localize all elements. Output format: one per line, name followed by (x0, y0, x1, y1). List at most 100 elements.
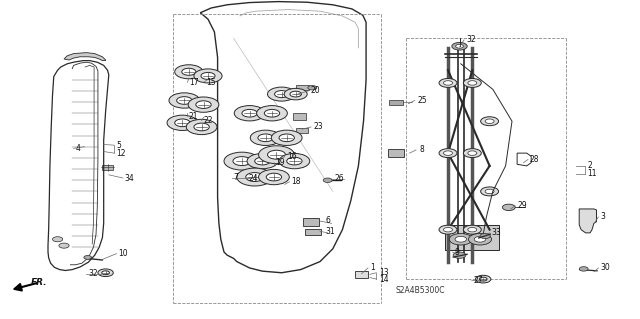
Circle shape (481, 117, 499, 126)
Text: 13: 13 (379, 268, 388, 277)
Circle shape (246, 173, 264, 182)
Circle shape (468, 151, 477, 155)
Polygon shape (579, 209, 596, 233)
Text: 26: 26 (334, 174, 344, 183)
Circle shape (259, 146, 294, 164)
Circle shape (266, 173, 282, 181)
Circle shape (485, 189, 494, 194)
Circle shape (257, 106, 287, 121)
Text: 18: 18 (291, 177, 301, 186)
Circle shape (284, 88, 307, 100)
Circle shape (463, 78, 481, 87)
Bar (303, 218, 319, 226)
Bar (293, 113, 306, 120)
Text: 28: 28 (530, 155, 540, 164)
Text: 3: 3 (600, 212, 605, 221)
Bar (389, 100, 403, 105)
Circle shape (439, 225, 457, 234)
Circle shape (52, 237, 63, 242)
Text: 16: 16 (287, 152, 296, 161)
Text: 31: 31 (325, 227, 335, 236)
Text: 20: 20 (310, 86, 320, 95)
Text: 5: 5 (116, 141, 122, 150)
Text: 29: 29 (517, 201, 527, 210)
Circle shape (481, 187, 499, 196)
Circle shape (468, 227, 477, 232)
Text: 2: 2 (588, 161, 592, 170)
Polygon shape (64, 53, 106, 61)
Circle shape (169, 93, 200, 108)
Circle shape (258, 134, 273, 142)
Circle shape (275, 91, 289, 98)
Circle shape (167, 115, 198, 130)
Circle shape (279, 134, 294, 142)
Text: 12: 12 (116, 149, 126, 158)
Circle shape (579, 267, 588, 271)
Circle shape (224, 152, 260, 170)
Circle shape (188, 97, 219, 112)
Bar (305, 229, 321, 235)
Circle shape (456, 44, 463, 48)
Circle shape (242, 109, 257, 117)
Text: 25: 25 (417, 96, 427, 105)
Circle shape (479, 277, 487, 281)
Circle shape (177, 97, 192, 104)
Circle shape (439, 78, 457, 87)
Circle shape (194, 123, 209, 131)
Circle shape (250, 130, 281, 145)
Circle shape (182, 68, 196, 75)
Text: FR.: FR. (31, 278, 47, 287)
Circle shape (196, 101, 211, 108)
Circle shape (308, 85, 317, 90)
Text: 8: 8 (419, 145, 424, 154)
Circle shape (485, 119, 494, 123)
Bar (355, 271, 368, 278)
Circle shape (290, 91, 301, 97)
Circle shape (444, 151, 452, 155)
Circle shape (271, 130, 302, 145)
Text: 23: 23 (314, 122, 323, 131)
Circle shape (444, 81, 452, 85)
Text: 27: 27 (474, 276, 483, 285)
Circle shape (480, 234, 490, 239)
Text: 15: 15 (206, 78, 216, 87)
Circle shape (463, 225, 481, 234)
Circle shape (255, 157, 270, 165)
Circle shape (201, 72, 215, 79)
Circle shape (323, 178, 332, 182)
Bar (296, 85, 309, 90)
Text: 33: 33 (492, 228, 501, 237)
Text: 19: 19 (275, 158, 285, 167)
Circle shape (259, 169, 289, 185)
Circle shape (186, 119, 217, 135)
Bar (296, 128, 308, 133)
Circle shape (476, 275, 491, 283)
Circle shape (98, 269, 113, 277)
Circle shape (502, 204, 515, 211)
Text: 21: 21 (189, 112, 198, 121)
Circle shape (175, 119, 190, 127)
Text: 30: 30 (600, 263, 610, 272)
Bar (388, 149, 404, 157)
Circle shape (234, 106, 265, 121)
Text: 11: 11 (588, 169, 597, 178)
Circle shape (474, 236, 486, 242)
Text: 17: 17 (189, 78, 199, 87)
Circle shape (444, 227, 452, 232)
Text: 10: 10 (118, 249, 128, 258)
Circle shape (102, 271, 109, 275)
Circle shape (233, 157, 251, 166)
Text: 6: 6 (325, 216, 330, 225)
Circle shape (452, 42, 467, 50)
Circle shape (468, 234, 492, 245)
Text: 22: 22 (204, 116, 213, 125)
Text: 32: 32 (466, 35, 476, 44)
Circle shape (449, 234, 472, 245)
Circle shape (268, 87, 296, 101)
Text: 24: 24 (248, 174, 258, 182)
Circle shape (279, 153, 310, 169)
Text: 14: 14 (379, 275, 388, 284)
Circle shape (468, 81, 477, 85)
Text: 7: 7 (234, 173, 239, 182)
Text: S2A4B5300C: S2A4B5300C (396, 286, 445, 295)
